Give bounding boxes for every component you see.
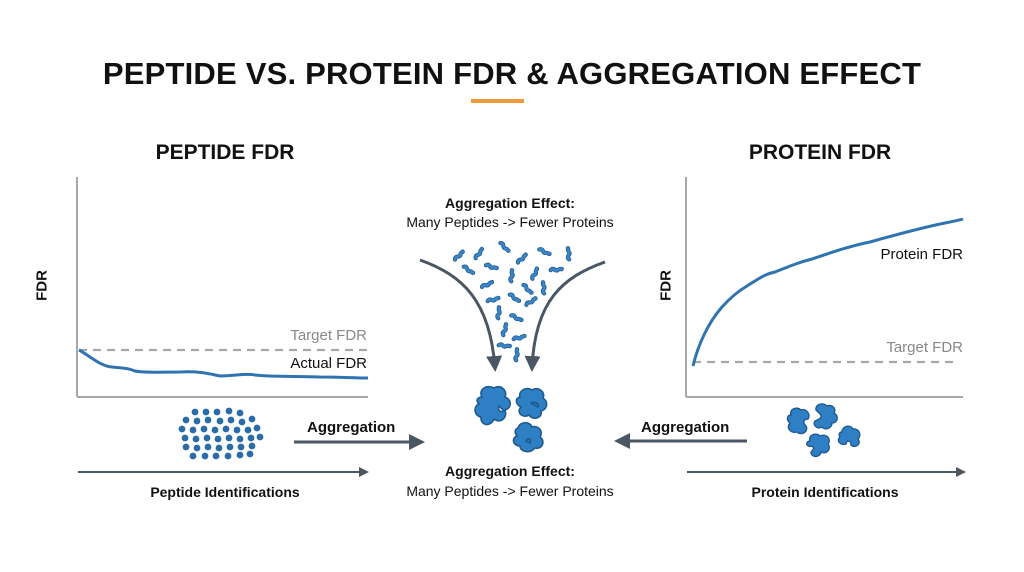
top-aggregation-caption-sub: Many Peptides -> Fewer Proteins: [406, 214, 614, 230]
peptide-fdr-chart: [76, 177, 369, 398]
peptide-panel-title: PEPTIDE FDR: [155, 141, 295, 164]
funnel-right-arrow: [524, 260, 606, 372]
peptide-actual-fdr-curve: [78, 348, 369, 380]
center-protein-blobs: [474, 385, 548, 453]
protein-fdr-chart: [685, 177, 964, 398]
peptide-dot-cluster: [178, 407, 264, 460]
peptide-squiggles: [453, 241, 572, 360]
funnel-left-arrow: [419, 258, 503, 372]
peptide-identifications-caption: Peptide Identifications: [150, 484, 300, 500]
protein-fdr-curve: [691, 217, 964, 367]
protein-identifications-caption: Protein Identifications: [751, 484, 899, 500]
peptide-target-fdr-label: Target FDR: [290, 327, 367, 344]
protein-panel-title: PROTEIN FDR: [748, 141, 892, 164]
page-title: PEPTIDE VS. PROTEIN FDR & AGGREGATION EF…: [102, 56, 922, 91]
protein-fdr-curve-label: Protein FDR: [880, 246, 963, 263]
protein-target-fdr-label: Target FDR: [886, 339, 963, 356]
title-accent-bar: [471, 99, 524, 103]
left-aggregation-label: Aggregation: [307, 419, 396, 436]
right-aggregation-label: Aggregation: [641, 419, 730, 436]
right-protein-blobs: [786, 403, 861, 458]
bottom-aggregation-caption-sub: Many Peptides -> Fewer Proteins: [406, 483, 614, 499]
bottom-aggregation-caption-title: Aggregation Effect:: [445, 463, 575, 479]
peptide-actual-fdr-label: Actual FDR: [290, 355, 367, 372]
top-aggregation-caption-title: Aggregation Effect:: [445, 195, 575, 211]
